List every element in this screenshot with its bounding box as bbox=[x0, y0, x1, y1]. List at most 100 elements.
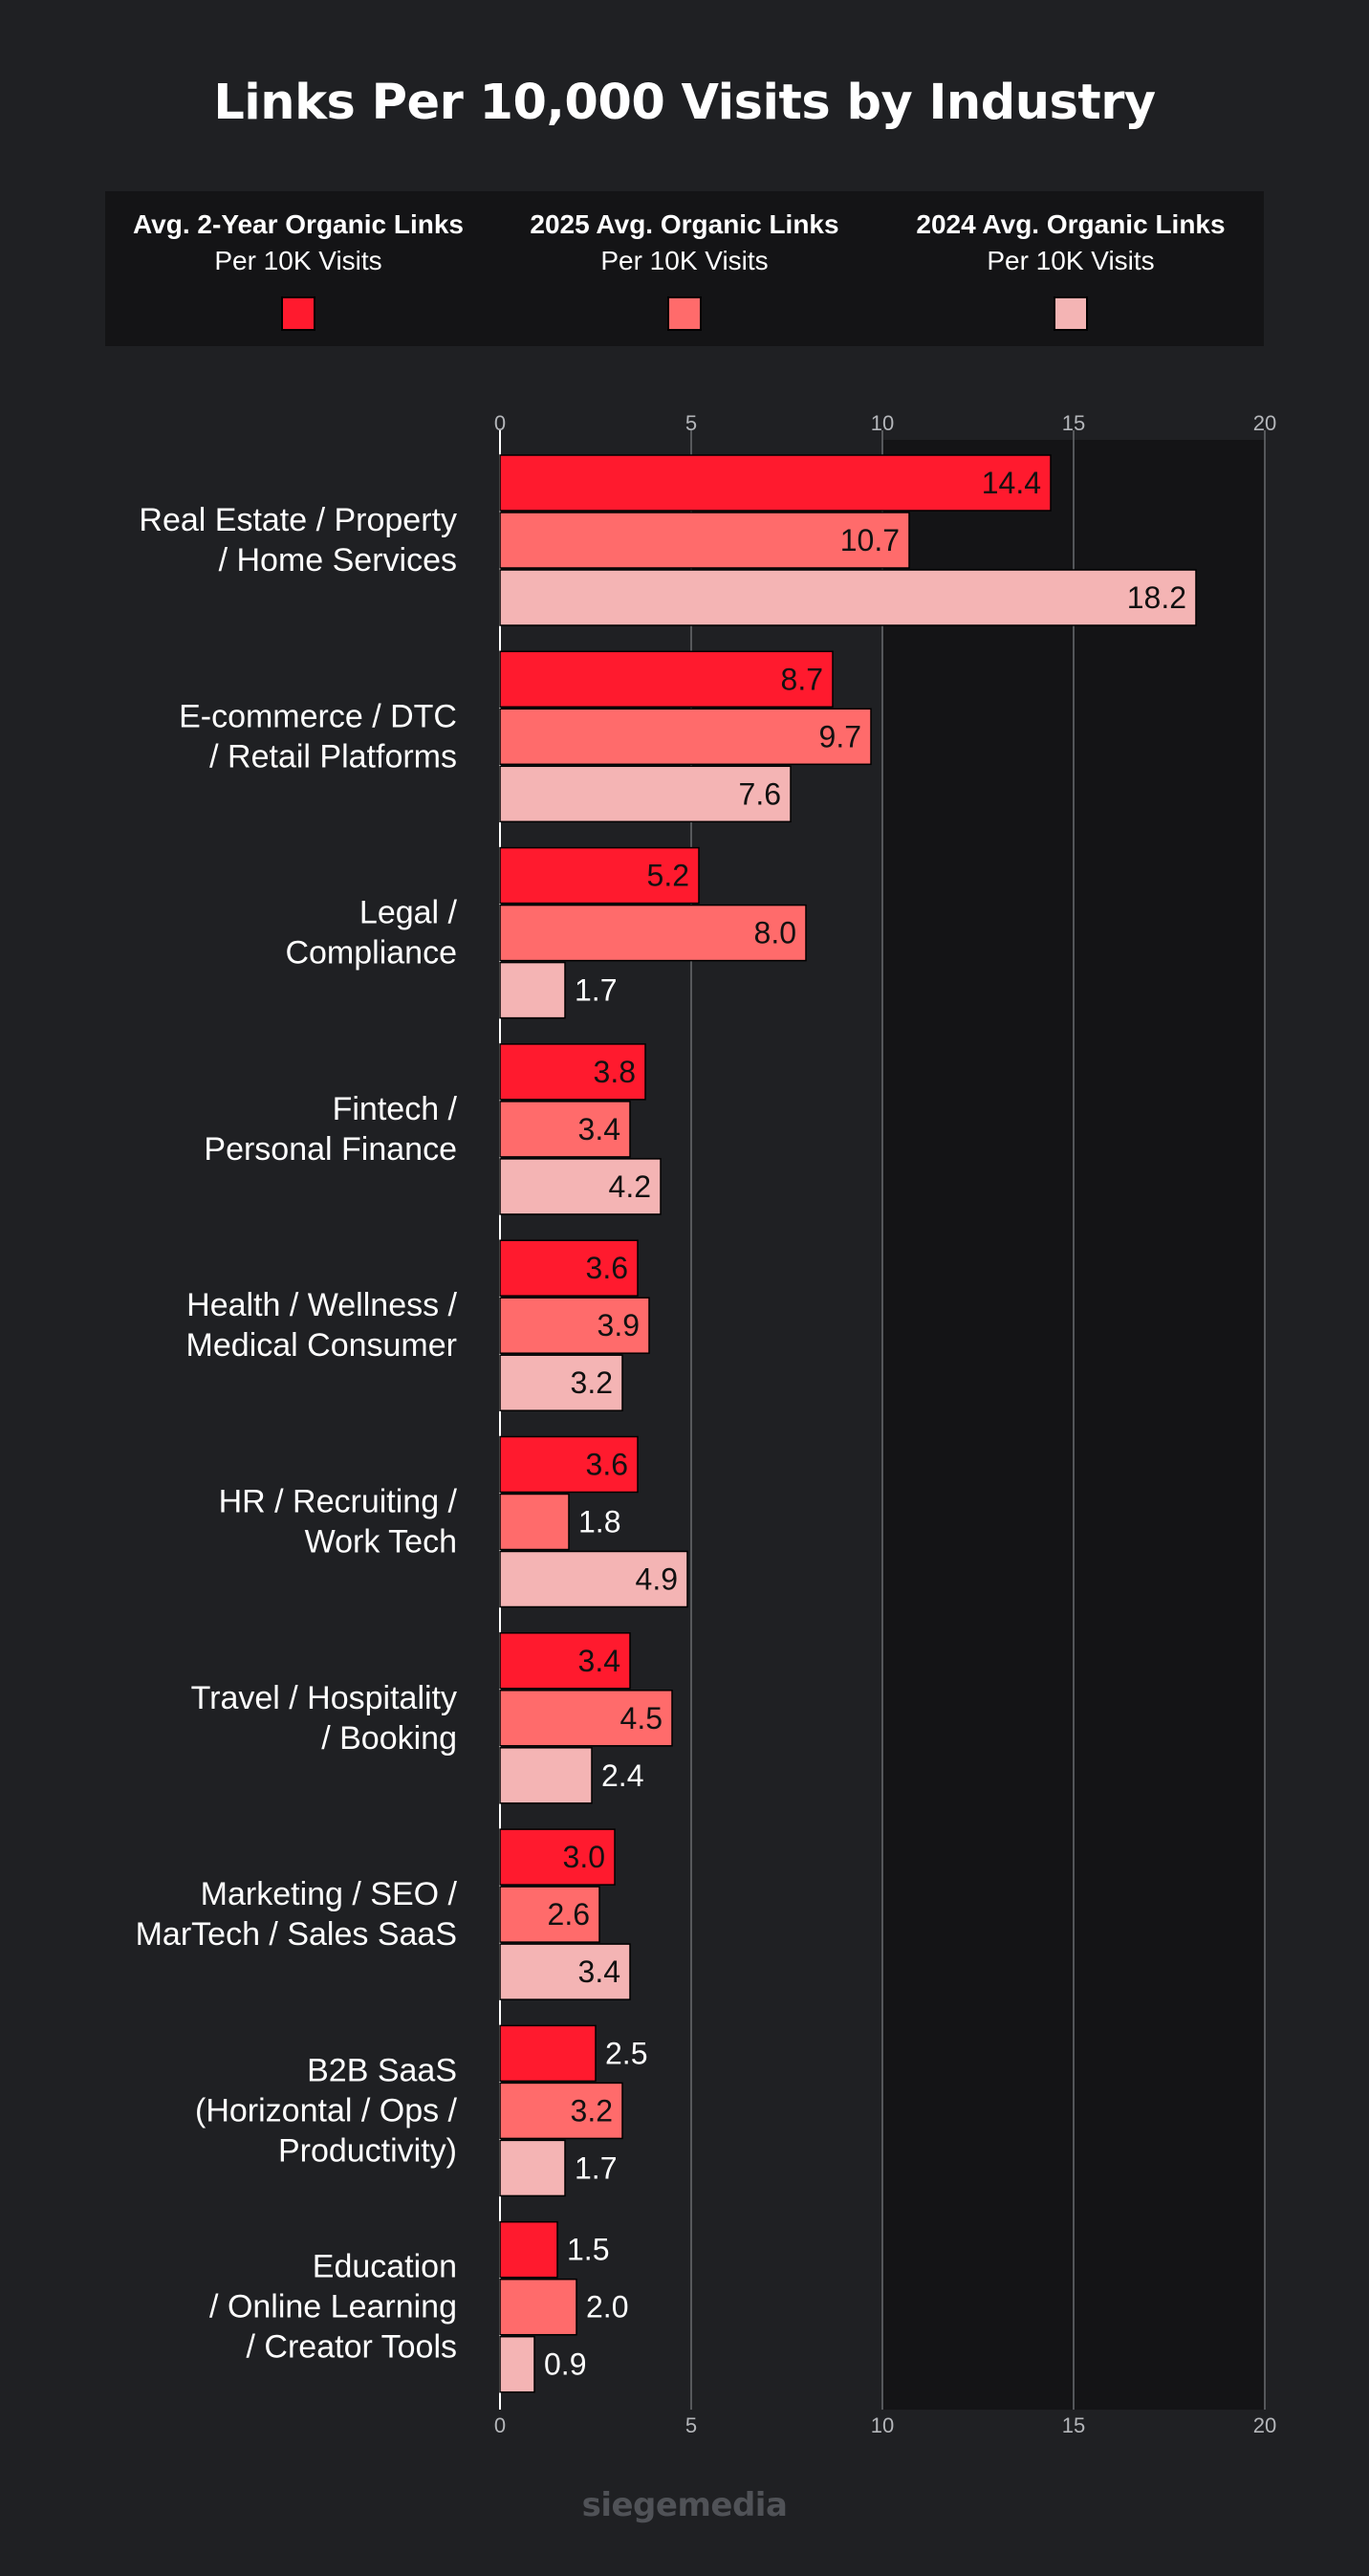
x-tick-label-bottom: 15 bbox=[1062, 2413, 1085, 2437]
x-tick-label-top: 15 bbox=[1062, 411, 1085, 435]
legend-sublabel: Per 10K Visits bbox=[600, 246, 769, 275]
category-label: / Retail Platforms bbox=[209, 738, 457, 775]
category-label: / Creator Tools bbox=[247, 2329, 457, 2366]
chart-title: Links Per 10,000 Visits by Industry bbox=[213, 75, 1156, 131]
bar-value-label: 8.0 bbox=[754, 916, 796, 950]
bar-value-label: 2.0 bbox=[586, 2290, 628, 2325]
category-label: Legal / bbox=[359, 895, 458, 931]
bar-value-label: 10.7 bbox=[840, 523, 900, 557]
bar bbox=[499, 2335, 535, 2393]
category-label: / Home Services bbox=[219, 542, 457, 579]
bar bbox=[499, 1158, 662, 1215]
x-tick-label-bottom: 0 bbox=[494, 2413, 506, 2437]
bar bbox=[499, 650, 834, 709]
bar-value-label: 2.5 bbox=[605, 2036, 647, 2070]
bar-value-label: 8.7 bbox=[781, 662, 823, 696]
bar bbox=[499, 1886, 600, 1943]
bar bbox=[499, 1043, 646, 1101]
legend-swatch bbox=[1054, 296, 1088, 331]
bar-value-label: 7.6 bbox=[739, 776, 781, 811]
bar-value-label: 2.4 bbox=[601, 1758, 643, 1793]
bar-value-label: 3.4 bbox=[578, 1954, 620, 1989]
bar-value-label: 3.4 bbox=[578, 1112, 620, 1146]
category-label: Medical Consumer bbox=[186, 1327, 457, 1364]
bar-value-label: 0.9 bbox=[544, 2347, 586, 2382]
category-label: Health / Wellness / bbox=[186, 1287, 457, 1323]
x-tick-label-top: 5 bbox=[685, 411, 697, 435]
x-tick-label-bottom: 5 bbox=[685, 2413, 697, 2437]
category-label: Fintech / bbox=[333, 1091, 458, 1127]
bar bbox=[499, 961, 566, 1019]
bar-value-label: 18.2 bbox=[1127, 580, 1186, 615]
x-tick-label-top: 10 bbox=[871, 411, 894, 435]
bar bbox=[499, 569, 1197, 626]
category-label: Compliance bbox=[285, 935, 457, 971]
bar bbox=[499, 1828, 616, 1886]
bar-value-label: 2.6 bbox=[548, 1897, 590, 1932]
category-label: Real Estate / Property bbox=[139, 502, 457, 538]
category-label: / Booking bbox=[321, 1720, 457, 1757]
bar-value-label: 1.8 bbox=[578, 1505, 620, 1539]
bar bbox=[499, 904, 807, 962]
legend-label: 2024 Avg. Organic Links bbox=[916, 209, 1226, 239]
category-label: HR / Recruiting / bbox=[219, 1484, 458, 1520]
category-label: Education bbox=[313, 2249, 457, 2285]
legend-item-2024: 2024 Avg. Organic Links Per 10K Visits bbox=[878, 207, 1264, 331]
category-label: MarTech / Sales SaaS bbox=[136, 1916, 457, 1953]
legend-swatch bbox=[667, 296, 702, 331]
bar bbox=[499, 1550, 688, 1608]
brand-logo: siegemedia bbox=[581, 2486, 788, 2524]
bar-value-label: 3.4 bbox=[578, 1644, 620, 1678]
bar-value-label: 3.9 bbox=[598, 1308, 640, 1343]
bar-value-label: 3.2 bbox=[571, 1365, 613, 1400]
category-label: / Online Learning bbox=[209, 2289, 457, 2325]
category-label: E-commerce / DTC bbox=[179, 698, 457, 734]
bar bbox=[499, 2082, 623, 2140]
legend-item-avg-2-year: Avg. 2-Year Organic Links Per 10K Visits bbox=[105, 207, 491, 331]
bar-value-label: 14.4 bbox=[982, 466, 1041, 500]
bar bbox=[499, 1690, 673, 1747]
bar bbox=[499, 1943, 631, 2000]
category-label: (Horizontal / Ops / bbox=[195, 2092, 458, 2128]
bar bbox=[499, 1297, 650, 1354]
bar bbox=[499, 2278, 577, 2336]
bar bbox=[499, 846, 700, 905]
bar bbox=[499, 2220, 558, 2279]
x-tick-label-bottom: 10 bbox=[871, 2413, 894, 2437]
legend: Avg. 2-Year Organic Links Per 10K Visits… bbox=[105, 191, 1264, 346]
x-tick-label-bottom: 20 bbox=[1253, 2413, 1276, 2437]
legend-sublabel: Per 10K Visits bbox=[214, 246, 382, 275]
bar bbox=[499, 1747, 593, 1804]
bar bbox=[499, 1239, 639, 1297]
category-label: Productivity) bbox=[278, 2132, 457, 2169]
legend-sublabel: Per 10K Visits bbox=[987, 246, 1155, 275]
category-label: Travel / Hospitality bbox=[191, 1680, 457, 1716]
category-label: Personal Finance bbox=[204, 1131, 457, 1168]
bar-value-label: 1.7 bbox=[575, 2150, 617, 2185]
bar-chart: 0 0 5 5 10 10 15 15 20 20 14.4 10.7 18.2 Real Estate … bbox=[136, 411, 1277, 2437]
legend-swatch bbox=[281, 296, 315, 331]
bar-value-label: 4.9 bbox=[636, 1562, 678, 1597]
bar bbox=[499, 1435, 639, 1494]
legend-label: 2025 Avg. Organic Links bbox=[530, 209, 839, 239]
bar bbox=[499, 2139, 566, 2197]
bar-value-label: 5.2 bbox=[647, 859, 689, 893]
legend-item-2025: 2025 Avg. Organic Links Per 10K Visits bbox=[491, 207, 878, 331]
bar bbox=[499, 1493, 570, 1551]
bar bbox=[499, 454, 1052, 512]
bar-value-label: 3.6 bbox=[586, 1448, 628, 1482]
bar-value-label: 4.2 bbox=[609, 1169, 651, 1204]
bar bbox=[499, 512, 910, 569]
bar bbox=[499, 1632, 631, 1690]
bar bbox=[499, 1354, 623, 1411]
bar bbox=[499, 765, 792, 823]
bar bbox=[499, 1101, 631, 1158]
bar-value-label: 1.7 bbox=[575, 973, 617, 1008]
bar bbox=[499, 708, 872, 766]
bar-value-label: 1.5 bbox=[567, 2233, 609, 2267]
x-tick-label-top: 20 bbox=[1253, 411, 1276, 435]
bar-value-label: 3.6 bbox=[586, 1251, 628, 1285]
category-label: B2B SaaS bbox=[307, 2052, 457, 2088]
category-label: Work Tech bbox=[305, 1524, 457, 1561]
legend-label: Avg. 2-Year Organic Links bbox=[133, 209, 464, 239]
